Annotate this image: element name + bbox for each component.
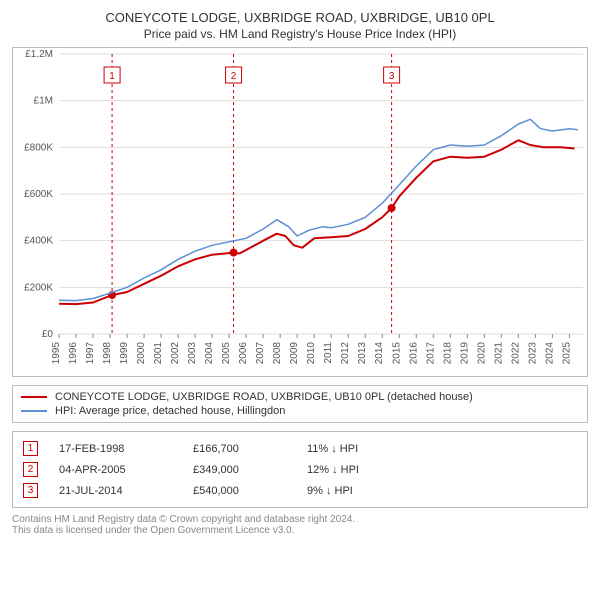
svg-text:£800K: £800K (24, 142, 53, 153)
svg-text:1996: 1996 (68, 342, 79, 365)
chart-subtitle: Price paid vs. HM Land Registry's House … (12, 27, 588, 41)
transaction-marker: 3 (23, 483, 38, 498)
svg-text:1995: 1995 (51, 342, 62, 365)
svg-text:2021: 2021 (493, 342, 504, 365)
svg-text:2008: 2008 (272, 342, 283, 365)
svg-text:2004: 2004 (204, 342, 215, 365)
svg-text:2017: 2017 (425, 342, 436, 365)
svg-text:1997: 1997 (85, 342, 96, 365)
svg-text:£600K: £600K (24, 189, 53, 200)
transaction-date: 21-JUL-2014 (59, 485, 189, 497)
svg-text:2005: 2005 (221, 342, 232, 365)
transaction-marker: 1 (23, 441, 38, 456)
svg-text:2001: 2001 (153, 342, 164, 365)
footer-line-1: Contains HM Land Registry data © Crown c… (12, 514, 588, 525)
legend-label: CONEYCOTE LODGE, UXBRIDGE ROAD, UXBRIDGE… (55, 391, 473, 403)
chart-title: CONEYCOTE LODGE, UXBRIDGE ROAD, UXBRIDGE… (12, 10, 588, 25)
legend-item: CONEYCOTE LODGE, UXBRIDGE ROAD, UXBRIDGE… (21, 390, 579, 404)
svg-text:2016: 2016 (408, 342, 419, 365)
transaction-marker: 2 (23, 462, 38, 477)
legend-swatch (21, 410, 47, 412)
svg-text:2025: 2025 (561, 342, 572, 365)
svg-text:2024: 2024 (544, 342, 555, 365)
svg-text:2022: 2022 (510, 342, 521, 365)
chart-svg: £0 £200K £400K £600K £800K £1M £1.2M 1995 1996 19… (13, 48, 588, 377)
svg-text:£1.2M: £1.2M (25, 49, 53, 60)
svg-text:2013: 2013 (357, 342, 368, 365)
legend: CONEYCOTE LODGE, UXBRIDGE ROAD, UXBRIDGE… (12, 385, 588, 423)
transaction-row: 1 17-FEB-1998 £166,700 11% ↓ HPI (23, 438, 577, 459)
legend-item: HPI: Average price, detached house, Hill… (21, 404, 579, 418)
svg-text:2: 2 (231, 71, 237, 82)
svg-text:2009: 2009 (289, 342, 300, 365)
svg-text:£1M: £1M (34, 96, 53, 107)
legend-label: HPI: Average price, detached house, Hill… (55, 405, 285, 417)
svg-text:2011: 2011 (323, 342, 334, 364)
transaction-price: £166,700 (193, 443, 303, 455)
transaction-date: 17-FEB-1998 (59, 443, 189, 455)
svg-text:2002: 2002 (170, 342, 181, 365)
svg-text:2018: 2018 (442, 342, 453, 365)
transaction-row: 2 04-APR-2005 £349,000 12% ↓ HPI (23, 459, 577, 480)
transaction-delta-vs-hpi: 9% ↓ HPI (307, 485, 417, 497)
svg-text:2019: 2019 (459, 342, 470, 365)
svg-text:2006: 2006 (238, 342, 249, 365)
footer-line-2: This data is licensed under the Open Gov… (12, 525, 588, 536)
transaction-row: 3 21-JUL-2014 £540,000 9% ↓ HPI (23, 480, 577, 501)
svg-text:2010: 2010 (306, 342, 317, 365)
svg-text:2007: 2007 (255, 342, 266, 365)
price-chart: £0 £200K £400K £600K £800K £1M £1.2M 1995 1996 19… (12, 47, 588, 377)
svg-text:1999: 1999 (119, 342, 130, 365)
svg-text:2014: 2014 (374, 342, 385, 365)
svg-text:2015: 2015 (391, 342, 402, 365)
footer-attribution: Contains HM Land Registry data © Crown c… (12, 514, 588, 536)
page-root: CONEYCOTE LODGE, UXBRIDGE ROAD, UXBRIDGE… (0, 0, 600, 590)
transaction-date: 04-APR-2005 (59, 464, 189, 476)
svg-text:2020: 2020 (476, 342, 487, 365)
legend-swatch (21, 396, 47, 398)
transaction-delta-vs-hpi: 12% ↓ HPI (307, 464, 417, 476)
transaction-price: £349,000 (193, 464, 303, 476)
svg-text:1: 1 (109, 71, 115, 82)
svg-text:3: 3 (389, 71, 395, 82)
svg-text:2023: 2023 (527, 342, 538, 365)
transaction-delta-vs-hpi: 11% ↓ HPI (307, 443, 417, 455)
svg-text:2003: 2003 (187, 342, 198, 365)
transaction-price: £540,000 (193, 485, 303, 497)
svg-text:£0: £0 (42, 329, 54, 340)
svg-text:1998: 1998 (102, 342, 113, 365)
transactions-table: 1 17-FEB-1998 £166,700 11% ↓ HPI 2 04-APR-200… (12, 431, 588, 508)
svg-text:2012: 2012 (340, 342, 351, 365)
svg-text:£400K: £400K (24, 236, 53, 247)
svg-text:£200K: £200K (24, 282, 53, 293)
svg-text:2000: 2000 (136, 342, 147, 365)
